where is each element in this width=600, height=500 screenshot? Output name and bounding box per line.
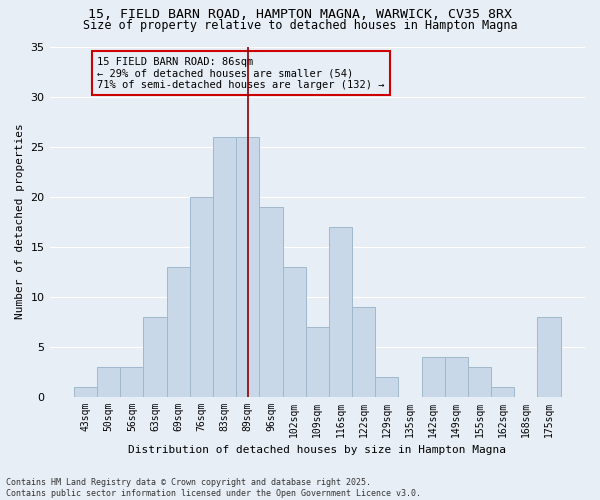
Bar <box>329 226 352 396</box>
Text: 15, FIELD BARN ROAD, HAMPTON MAGNA, WARWICK, CV35 8RX: 15, FIELD BARN ROAD, HAMPTON MAGNA, WARW… <box>88 8 512 20</box>
Bar <box>491 386 514 396</box>
Bar <box>74 386 97 396</box>
Text: Contains HM Land Registry data © Crown copyright and database right 2025.
Contai: Contains HM Land Registry data © Crown c… <box>6 478 421 498</box>
Y-axis label: Number of detached properties: Number of detached properties <box>15 124 25 320</box>
Bar <box>97 366 120 396</box>
Bar <box>190 196 213 396</box>
Bar <box>305 326 329 396</box>
Bar <box>213 136 236 396</box>
Bar <box>445 356 468 397</box>
Bar <box>120 366 143 396</box>
Bar <box>236 136 259 396</box>
Text: Size of property relative to detached houses in Hampton Magna: Size of property relative to detached ho… <box>83 19 517 32</box>
X-axis label: Distribution of detached houses by size in Hampton Magna: Distribution of detached houses by size … <box>128 445 506 455</box>
Bar <box>352 306 375 396</box>
Bar <box>375 376 398 396</box>
Bar <box>538 316 560 396</box>
Bar <box>468 366 491 396</box>
Bar <box>143 316 167 396</box>
Text: 15 FIELD BARN ROAD: 86sqm
← 29% of detached houses are smaller (54)
71% of semi-: 15 FIELD BARN ROAD: 86sqm ← 29% of detac… <box>97 56 385 90</box>
Bar <box>259 206 283 396</box>
Bar <box>422 356 445 397</box>
Bar <box>167 266 190 396</box>
Bar <box>283 266 305 396</box>
